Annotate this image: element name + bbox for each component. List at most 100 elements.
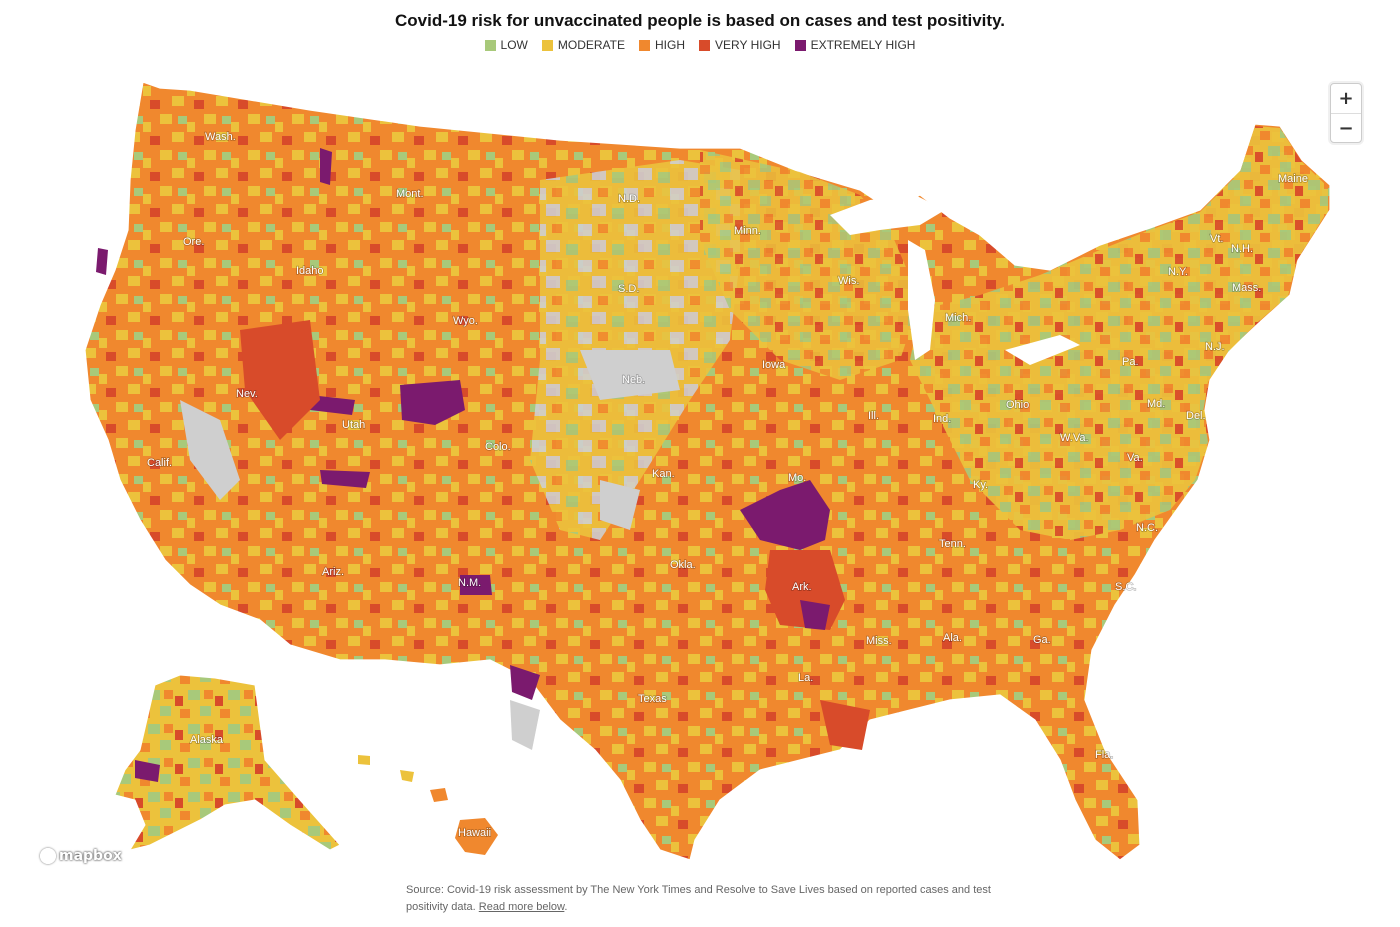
cluster-wa-extreme <box>96 248 108 275</box>
source-end: . <box>564 901 568 913</box>
nodata-nevada <box>180 400 240 500</box>
cluster-texas-extreme <box>510 665 540 700</box>
state-label-nc: N.C. <box>1136 522 1158 534</box>
legend-swatch-low <box>484 39 496 51</box>
map-svg[interactable]: Wash. Ore. Calif. Nev. Idaho Mont. Wyo. … <box>40 60 1340 875</box>
cluster-nm-extreme <box>460 575 492 595</box>
mapbox-attribution[interactable]: mapbox <box>40 848 122 864</box>
nodata-kansas <box>600 480 640 530</box>
state-label-fla: Fla. <box>1095 749 1113 761</box>
state-label-mo: Mo. <box>788 472 806 484</box>
state-label-nev: Nev. <box>236 388 258 400</box>
region-eastern-moderate <box>910 126 1328 540</box>
alaska-shape <box>114 674 341 851</box>
state-label-idaho: Idaho <box>296 265 324 277</box>
state-label-la: La. <box>798 672 813 684</box>
map-title: Covid-19 risk for unvaccinated people is… <box>395 11 1005 30</box>
legend-label-extremely-high: EXTREMELY HIGH <box>810 38 916 52</box>
state-label-ill: Ill. <box>868 410 879 422</box>
legend-item-moderate: MODERATE <box>541 38 625 52</box>
state-label-calif: Calif. <box>147 457 172 469</box>
state-label-neb: Neb. <box>622 374 645 386</box>
lower48-shape <box>84 81 1331 861</box>
legend-label-high: HIGH <box>654 38 685 52</box>
cluster-arkansas-extreme <box>800 600 830 630</box>
state-label-del: Del. <box>1186 410 1206 422</box>
alaska-extreme-zone <box>135 760 160 782</box>
legend-item-extremely-high: EXTREMELY HIGH <box>794 38 916 52</box>
legend-swatch-very-high <box>698 39 710 51</box>
source-text: Source: Covid-19 risk assessment by The … <box>406 884 991 913</box>
state-label-kan: Kan. <box>652 468 675 480</box>
hawaii-oahu <box>400 770 414 782</box>
state-label-nm: N.M. <box>458 577 481 589</box>
state-label-mont: Mont. <box>396 188 424 200</box>
state-label-hawaii: Hawaii <box>458 827 491 839</box>
state-label-ind: Ind. <box>933 413 951 425</box>
legend-swatch-extremely-high <box>794 39 806 51</box>
state-label-okla: Okla. <box>670 559 696 571</box>
state-label-miss: Miss. <box>866 635 892 647</box>
state-label-texas: Texas <box>638 693 667 705</box>
us-county-risk-map[interactable]: Wash. Ore. Calif. Nev. Idaho Mont. Wyo. … <box>40 60 1340 875</box>
cluster-nevada-very-high <box>240 320 320 440</box>
state-label-wash: Wash. <box>205 131 236 143</box>
state-label-nh: N.H. <box>1231 243 1253 255</box>
state-label-ark: Ark. <box>792 581 812 593</box>
source-note: Source: Covid-19 risk assessment by The … <box>406 882 1006 916</box>
cluster-utah-extreme <box>310 395 355 415</box>
legend-item-very-high: VERY HIGH <box>698 38 781 52</box>
state-label-minn: Minn. <box>734 225 761 237</box>
legend-label-moderate: MODERATE <box>557 38 625 52</box>
state-label-wis: Wis. <box>838 275 859 287</box>
state-label-nd: N.D. <box>618 193 640 205</box>
state-label-mass: Mass. <box>1232 282 1261 294</box>
cluster-missouri-extreme <box>740 480 830 550</box>
nodata-texas <box>510 700 540 750</box>
legend-label-very-high: VERY HIGH <box>714 38 781 52</box>
legend-item-low: LOW <box>484 38 528 52</box>
state-label-mich: Mich. <box>945 312 971 324</box>
hawaii-maui <box>430 788 448 802</box>
mapbox-logo-icon <box>40 848 56 864</box>
cluster-colorado-extreme <box>320 470 370 488</box>
state-label-iowa: Iowa <box>762 359 786 371</box>
state-labels: Wash. Ore. Calif. Nev. Idaho Mont. Wyo. … <box>146 130 1308 840</box>
hawaii-big-island <box>455 818 498 855</box>
cluster-la-very-high <box>820 700 870 750</box>
zoom-control: + − <box>1330 83 1362 143</box>
legend-swatch-moderate <box>541 39 553 51</box>
hawaii-kauai <box>358 755 370 765</box>
state-label-maine: Maine <box>1278 173 1308 185</box>
state-label-nj: N.J. <box>1205 341 1225 353</box>
state-label-ore: Ore. <box>183 236 204 248</box>
state-label-va: Va. <box>1127 452 1143 464</box>
state-label-vt: Vt. <box>1210 233 1223 245</box>
mapbox-wordmark: mapbox <box>59 848 122 864</box>
state-label-sd: S.D. <box>618 283 639 295</box>
state-label-ala: Ala. <box>943 632 962 644</box>
cluster-mt-extreme <box>320 148 332 185</box>
state-label-colo: Colo. <box>485 441 511 453</box>
read-more-link[interactable]: Read more below <box>478 901 565 913</box>
legend-swatch-high <box>638 39 650 51</box>
map-header: Covid-19 risk for unvaccinated people is… <box>0 10 1400 52</box>
legend-label-low: LOW <box>500 38 528 52</box>
legend-item-high: HIGH <box>638 38 685 52</box>
legend: LOW MODERATE HIGH VERY HIGH EXTREMELY HI… <box>0 38 1400 52</box>
nodata-nebraska <box>580 350 680 400</box>
lake-superior <box>830 195 945 235</box>
lake-erie <box>1005 335 1080 365</box>
cluster-utah-colorado-extreme <box>400 380 465 425</box>
state-label-md: Md. <box>1147 398 1165 410</box>
state-label-ariz: Ariz. <box>322 566 344 578</box>
state-label-wyo: Wyo. <box>453 315 478 327</box>
state-label-sc: S.C. <box>1115 581 1136 593</box>
zoom-out-button[interactable]: − <box>1331 113 1361 143</box>
zoom-in-button[interactable]: + <box>1338 88 1354 109</box>
lake-michigan <box>908 240 935 360</box>
state-label-ga: Ga. <box>1033 634 1051 646</box>
state-label-pa: Pa. <box>1122 356 1139 368</box>
state-label-utah: Utah <box>342 419 365 431</box>
state-label-ny: N.Y. <box>1168 266 1188 278</box>
